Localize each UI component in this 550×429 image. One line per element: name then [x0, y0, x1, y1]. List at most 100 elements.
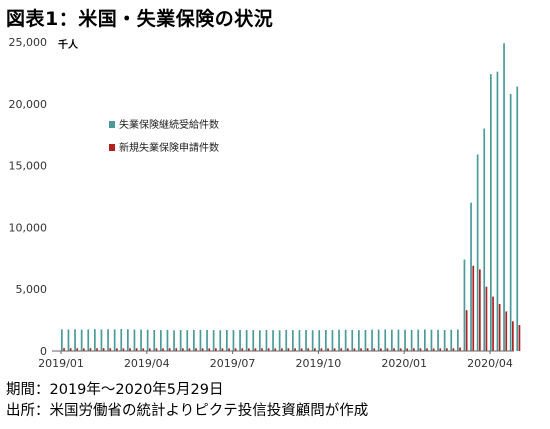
bar-initial-claims — [419, 348, 422, 351]
x-tick-label: 2020/04 — [467, 357, 513, 370]
bar-initial-claims — [195, 348, 197, 351]
bar-continuing-claims — [476, 154, 479, 351]
bar-initial-claims — [63, 348, 65, 351]
bar-continuing-claims — [463, 259, 466, 351]
bar-continuing-claims — [127, 329, 129, 351]
bar-continuing-claims — [483, 128, 486, 351]
bar-continuing-claims — [503, 43, 505, 352]
bar-initial-claims — [215, 348, 217, 351]
bar-continuing-claims — [226, 329, 228, 351]
bar-continuing-claims — [358, 330, 360, 351]
bar-continuing-claims — [292, 330, 294, 351]
bar-initial-claims — [320, 348, 323, 351]
bar-continuing-claims — [311, 330, 314, 351]
bar-continuing-claims — [259, 330, 261, 351]
bar-continuing-claims — [417, 329, 420, 351]
bar-continuing-claims — [212, 330, 215, 351]
bar-continuing-claims — [245, 329, 248, 351]
bar-continuing-claims — [160, 330, 162, 351]
bar-initial-claims — [155, 348, 158, 351]
bar-continuing-claims — [516, 86, 519, 351]
bar-continuing-claims — [153, 329, 156, 351]
bar-continuing-claims — [120, 329, 123, 351]
bar-continuing-claims — [437, 329, 439, 351]
bar-initial-claims — [314, 348, 316, 351]
bar-initial-claims — [96, 348, 98, 351]
bar-initial-claims — [261, 348, 263, 351]
bar-initial-claims — [393, 348, 395, 351]
bar-continuing-claims — [193, 329, 195, 351]
bar-initial-claims — [327, 348, 329, 351]
y-tick-label: 0 — [40, 345, 47, 358]
bar-continuing-claims — [94, 329, 96, 351]
bar-continuing-claims — [325, 329, 327, 351]
chart-title: 図表1：米国・失業保険の状況 — [6, 8, 274, 30]
bar-continuing-claims — [67, 329, 70, 351]
y-tick-label: 10,000 — [9, 221, 48, 234]
bar-continuing-claims — [470, 202, 472, 351]
bar-continuing-claims — [113, 329, 116, 351]
bar-initial-claims — [373, 348, 376, 351]
bar-initial-claims — [69, 348, 72, 351]
legend-label: 新規失業保険申請件数 — [119, 141, 219, 154]
bar-continuing-claims — [107, 329, 109, 351]
y-tick-label: 20,000 — [9, 98, 48, 111]
bar-initial-claims — [168, 348, 171, 351]
bar-initial-claims — [366, 348, 369, 351]
bar-continuing-claims — [397, 329, 400, 351]
bar-continuing-claims — [404, 329, 406, 351]
bar-continuing-claims — [305, 329, 307, 351]
bar-initial-claims — [380, 348, 382, 351]
bar-continuing-claims — [377, 329, 380, 351]
bar-initial-claims — [406, 348, 409, 351]
bar-continuing-claims — [219, 330, 222, 351]
bar-initial-claims — [505, 311, 508, 351]
bar-initial-claims — [446, 348, 448, 351]
bar-continuing-claims — [74, 329, 76, 351]
bar-initial-claims — [149, 348, 151, 351]
bar-initial-claims — [479, 269, 481, 351]
bar-continuing-claims — [430, 329, 433, 351]
period-note: 期間：2019年～2020年5月29日 — [6, 382, 224, 398]
bar-continuing-claims — [371, 329, 373, 351]
x-tick-label: 2019/10 — [296, 357, 342, 370]
bar-initial-claims — [254, 348, 257, 351]
bar-continuing-claims — [457, 329, 459, 351]
bar-continuing-claims — [252, 330, 255, 351]
bar-continuing-claims — [87, 329, 90, 351]
bar-initial-claims — [459, 347, 461, 351]
x-tick-label: 2019/04 — [124, 357, 170, 370]
bar-continuing-claims — [278, 330, 281, 351]
bar-continuing-claims — [186, 330, 189, 351]
bar-initial-claims — [109, 348, 112, 351]
bar-continuing-claims — [199, 329, 202, 351]
bar-initial-claims — [399, 348, 402, 351]
bar-continuing-claims — [344, 329, 347, 351]
bar-continuing-claims — [140, 329, 142, 351]
bar-continuing-claims — [133, 329, 136, 351]
bar-initial-claims — [221, 348, 224, 351]
bar-initial-claims — [248, 348, 250, 351]
bar-initial-claims — [162, 348, 164, 351]
bar-initial-claims — [386, 348, 389, 351]
bar-initial-claims — [274, 348, 277, 351]
bar-initial-claims — [333, 348, 336, 351]
bar-continuing-claims — [410, 329, 413, 351]
bar-continuing-claims — [490, 74, 492, 351]
bar-initial-claims — [353, 348, 356, 351]
bar-continuing-claims — [80, 329, 83, 351]
bar-continuing-claims — [450, 329, 453, 351]
legend-label: 失業保険継続受給件数 — [119, 118, 219, 131]
x-tick-label: 2019/07 — [210, 357, 256, 370]
bar-initial-claims — [307, 348, 310, 351]
bar-initial-claims — [426, 348, 428, 351]
bar-initial-claims — [300, 348, 303, 351]
bar-initial-claims — [201, 348, 204, 351]
bar-initial-claims — [294, 348, 296, 351]
bar-initial-claims — [208, 348, 211, 351]
bar-initial-claims — [281, 348, 283, 351]
x-tick-label: 2020/01 — [381, 357, 427, 370]
bar-continuing-claims — [146, 329, 149, 351]
